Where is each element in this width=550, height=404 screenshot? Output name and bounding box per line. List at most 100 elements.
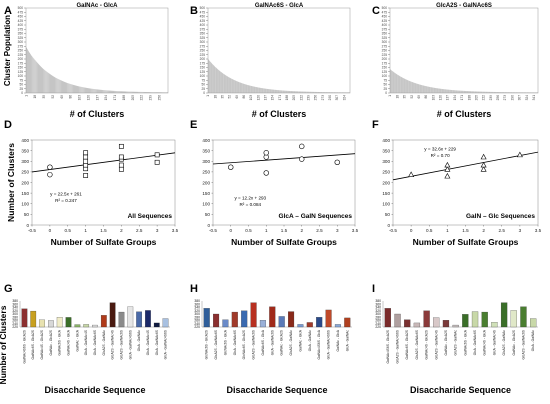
- bar-label: GlcNAc6S - GlcA2S: [205, 329, 209, 359]
- x-tick-label: 154: [104, 95, 108, 101]
- trend-r2: R² = 0.084: [239, 202, 261, 207]
- x-tick-label: 18: [33, 95, 37, 99]
- y-tick-label: 200: [18, 57, 24, 61]
- x-axis-label: Number of Sulfate Groups: [413, 237, 519, 247]
- y-tick-label: 400: [382, 138, 390, 143]
- x-tick-label: 2: [300, 228, 303, 233]
- x-axis-label: Disaccharide Sequence: [44, 385, 145, 395]
- x-tick-label: 69: [235, 95, 239, 99]
- y-tick-label: 400: [21, 138, 29, 143]
- y-tick-label: 150: [382, 191, 390, 196]
- x-tick-label: 137: [446, 95, 450, 101]
- bar-label: GlcA2S - GalNAc6S: [119, 329, 123, 359]
- bar-label: GlcA2S - GalNAc6S: [521, 329, 525, 359]
- disaccharide-bar: [136, 311, 142, 328]
- y-tick-label: 220: [194, 325, 200, 329]
- y-tick-label: 400: [18, 23, 24, 27]
- x-tick-label: 205: [131, 95, 135, 101]
- y-tick-label: 500: [382, 6, 388, 10]
- y-tick-label: 0: [387, 223, 390, 228]
- y-tick-label: 150: [202, 191, 210, 196]
- y-tick-label: 50: [24, 212, 30, 217]
- y-tick-label: 25: [19, 87, 23, 91]
- panel-letter-b: B: [190, 5, 198, 17]
- y-tick-label: 300: [12, 312, 18, 316]
- disaccharide-bar: [153, 322, 160, 328]
- y-tick-label: 380: [194, 299, 200, 303]
- y-tick-label: 450: [18, 15, 24, 19]
- disaccharide-bar: [442, 320, 450, 328]
- y-tick-label: 175: [200, 61, 206, 65]
- x-tick-label: 171: [460, 95, 464, 101]
- panel-title: GlcA – GalN Sequences: [279, 213, 353, 220]
- trend-line: [212, 153, 356, 165]
- y-tick-label: 0: [21, 91, 23, 95]
- disaccharide-bar: [74, 324, 81, 328]
- y-tick-label: 475: [382, 10, 388, 14]
- y-axis-label: Number of Clusters: [0, 305, 8, 384]
- bar-label: GalNAc4S - GlcA2S: [425, 329, 429, 359]
- y-tick-label: 0: [207, 223, 210, 228]
- bar-label: GalNAc - GlcA2S: [49, 329, 53, 355]
- bar-label: GalNAc6S - GlcA2S: [405, 329, 409, 359]
- y-tick-label: 50: [205, 212, 211, 217]
- y-tick-label: 300: [375, 312, 381, 316]
- bar-label: GlcA2S - GalNAc: [454, 330, 458, 356]
- x-tick-label: 188: [122, 95, 126, 101]
- y-tick-label: 150: [200, 66, 206, 70]
- data-point: [83, 150, 89, 156]
- y-tick-label: 25: [383, 87, 387, 91]
- x-tick-label: 171: [113, 95, 117, 101]
- y-tick-label: 150: [382, 66, 388, 70]
- x-tick-label: 2.5: [499, 228, 506, 233]
- y-tick-label: 0: [203, 91, 205, 95]
- panel-title: All Sequences: [128, 213, 173, 220]
- bar-label: GlcA - GalNAc6S: [473, 329, 477, 355]
- y-tick-label: 100: [18, 74, 24, 78]
- bar-label: GalNAc4S6S - GlcA2S: [386, 329, 390, 363]
- y-tick-label: 50: [383, 83, 387, 87]
- x-tick-label: 205: [474, 95, 478, 101]
- y-tick-label: 240: [194, 322, 200, 326]
- data-point: [480, 166, 487, 172]
- data-point: [263, 170, 269, 176]
- data-point: [47, 171, 53, 178]
- x-tick-label: 3: [519, 228, 522, 233]
- x-tick-label: 86: [424, 95, 428, 99]
- y-tick-label: 250: [202, 170, 210, 175]
- x-tick-label: 3: [336, 228, 339, 233]
- x-tick-label: 222: [299, 95, 303, 101]
- disaccharide-bar: [316, 317, 323, 328]
- x-tick-label: 256: [496, 95, 500, 101]
- y-tick-label: 150: [21, 191, 29, 196]
- y-tick-label: 125: [200, 70, 206, 74]
- x-tick-label: 2.5: [316, 228, 323, 233]
- y-tick-label: 450: [382, 15, 388, 19]
- x-tick-label: 205: [292, 95, 296, 101]
- disaccharide-bar: [471, 311, 479, 328]
- bar-label: GlcA - GalNAc4S: [492, 329, 496, 355]
- y-tick-label: 250: [382, 49, 388, 53]
- y-tick-label: 25: [201, 87, 205, 91]
- disaccharide-bar: [250, 302, 257, 328]
- y-tick-label: 300: [382, 40, 388, 44]
- x-tick-label: 222: [482, 95, 486, 101]
- disaccharide-bar: [306, 322, 313, 328]
- x-tick-label: 35: [42, 95, 46, 99]
- disaccharide-bar: [145, 310, 151, 328]
- data-point: [118, 166, 124, 172]
- bar-label: GlcNAc6S - GlcA: [223, 329, 227, 355]
- y-tick-label: 475: [18, 10, 24, 14]
- disaccharide-bar: [530, 318, 537, 328]
- bar-label: GalNAc6S - GlcA: [58, 329, 62, 355]
- disaccharide-bar: [384, 308, 391, 328]
- bar-label: GlcA2S - GalNAc: [502, 330, 506, 356]
- x-axis-label: Disaccharide Sequence: [410, 385, 511, 395]
- x-tick-label: 18: [395, 95, 399, 99]
- bar-label: GlcA2S - GalNAc6S: [415, 329, 419, 359]
- y-tick-label: 280: [194, 315, 200, 319]
- y-tick-label: 325: [200, 36, 206, 40]
- disaccharide-bar: [56, 317, 63, 328]
- bar-label: GalNAc - GlcA2S: [280, 329, 284, 355]
- data-point: [118, 143, 124, 149]
